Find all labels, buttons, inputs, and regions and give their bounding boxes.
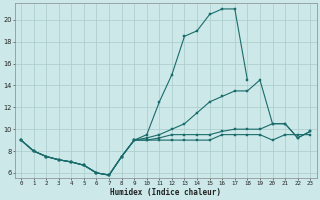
X-axis label: Humidex (Indice chaleur): Humidex (Indice chaleur) xyxy=(110,188,221,197)
